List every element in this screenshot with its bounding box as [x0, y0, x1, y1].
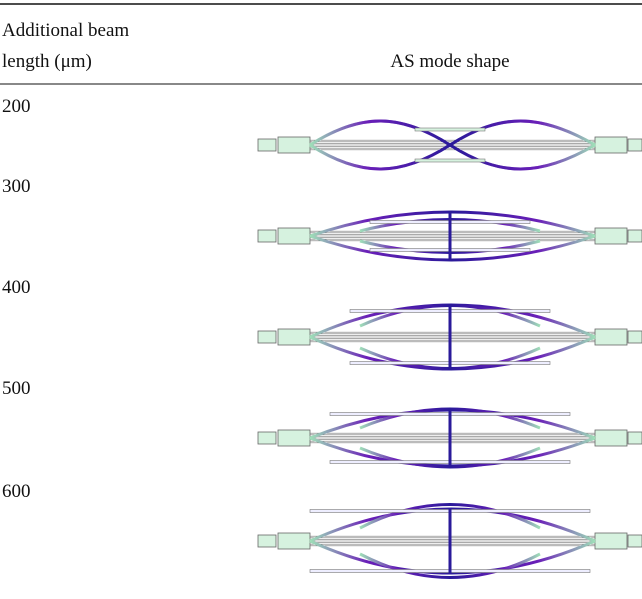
anchor	[258, 432, 276, 444]
row-label: 300	[2, 176, 31, 197]
anchor	[278, 430, 310, 446]
beam-curve	[310, 212, 595, 236]
table-figure: Additional beam length (μm) AS mode shap…	[0, 0, 642, 599]
mode-shape	[258, 121, 642, 169]
row-label: 600	[2, 481, 31, 502]
anchor	[595, 533, 627, 549]
header-cell: Additional beam	[2, 20, 129, 41]
anchor	[258, 331, 276, 343]
anchor	[595, 430, 627, 446]
row-label: 500	[2, 378, 31, 399]
plate	[415, 128, 485, 131]
mode-shape	[258, 505, 642, 578]
anchor	[628, 230, 642, 242]
plate	[415, 159, 485, 162]
anchor	[628, 432, 642, 444]
anchor	[278, 137, 310, 153]
header-cell: length (μm)	[2, 51, 92, 72]
mode-shape	[258, 409, 642, 467]
anchor	[595, 329, 627, 345]
beam-curve	[310, 236, 595, 260]
mode-shape	[258, 212, 642, 260]
anchor	[278, 329, 310, 345]
row-label: 400	[2, 277, 31, 298]
anchor	[628, 535, 642, 547]
mode-shape	[258, 305, 642, 369]
anchor	[258, 139, 276, 151]
anchor	[628, 139, 642, 151]
anchor	[258, 535, 276, 547]
anchor	[595, 228, 627, 244]
anchor	[595, 137, 627, 153]
row-label: 200	[2, 96, 31, 117]
anchor	[628, 331, 642, 343]
anchor	[278, 228, 310, 244]
header-cell: AS mode shape	[390, 51, 509, 72]
anchor	[278, 533, 310, 549]
anchor	[258, 230, 276, 242]
